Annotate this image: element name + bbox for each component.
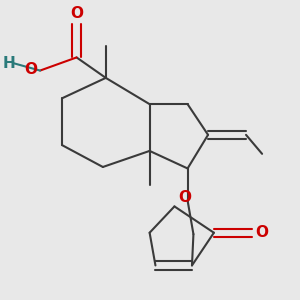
Text: O: O <box>25 61 38 76</box>
Text: O: O <box>178 190 191 205</box>
Text: O: O <box>255 225 268 240</box>
Text: O: O <box>70 7 83 22</box>
Text: H: H <box>2 56 15 71</box>
